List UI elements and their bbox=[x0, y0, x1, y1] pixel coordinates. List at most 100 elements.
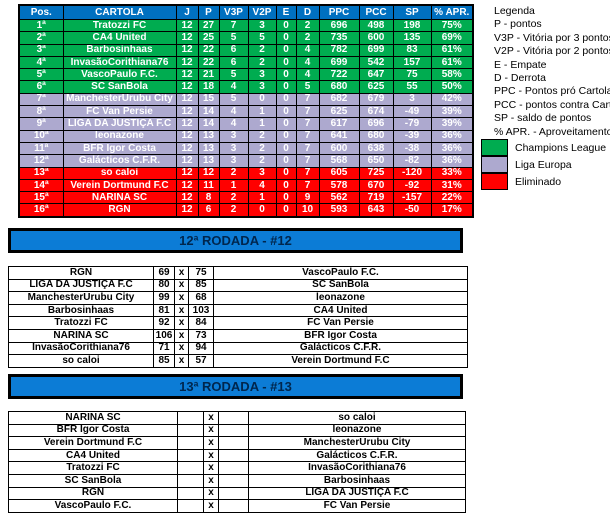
position-cell: 2ª bbox=[18, 31, 64, 45]
stat-cell: 3 bbox=[247, 18, 277, 33]
team-name-cell: InvasãoCorithiana76 bbox=[62, 55, 177, 70]
stat-cell: 8 bbox=[197, 191, 220, 205]
score-separator: x bbox=[174, 316, 189, 330]
standings-row: 13ª so caloi 12 12 2 3 0 7 605 725 -120 33% bbox=[18, 166, 474, 180]
away-team-cell: InvasãoCorithiana76 bbox=[248, 461, 466, 475]
stat-cell: 12 bbox=[175, 191, 199, 205]
stat-cell: 5 bbox=[247, 31, 277, 45]
legend-item: PPC - Pontos pró Cartola bbox=[494, 85, 610, 98]
stat-cell: -38 bbox=[392, 141, 432, 156]
home-score-cell bbox=[177, 411, 204, 425]
stat-cell: 12 bbox=[175, 154, 199, 168]
stat-cell: 2 bbox=[218, 191, 249, 205]
position-cell: 16ª bbox=[18, 203, 64, 218]
stat-cell: -49 bbox=[392, 105, 432, 119]
team-name-cell: Verein Dortmund F.C bbox=[62, 178, 177, 193]
away-team-cell: ManchesterUrubu City bbox=[248, 436, 466, 450]
position-cell: 12ª bbox=[18, 154, 64, 168]
team-name-cell: Barbosinhaas bbox=[62, 43, 177, 57]
score-separator: x bbox=[203, 436, 219, 450]
stat-cell: 0 bbox=[275, 80, 297, 94]
away-team-cell: BFR Igor Costa bbox=[213, 328, 468, 343]
stat-cell: 2 bbox=[247, 154, 277, 168]
standings-header-row: Pos. CARTOLA J P V3P V2P E D PPC PCC SP% APR. bbox=[18, 4, 474, 20]
position-cell: 4ª bbox=[18, 55, 64, 70]
stat-cell: 55 bbox=[392, 80, 432, 94]
home-team-cell: RGN bbox=[8, 486, 178, 501]
position-cell: 10ª bbox=[18, 129, 64, 143]
stat-cell: 75 bbox=[392, 68, 432, 82]
score-separator: x bbox=[174, 291, 189, 305]
round12-fixtures-table: RGN 69 x 75 VascoPaulo F.C. LIGA DA JUSTIÇA F… bbox=[8, 266, 468, 368]
stat-cell: 10 bbox=[295, 203, 320, 218]
away-team-cell: leonazone bbox=[248, 423, 466, 438]
stat-cell: 0 bbox=[275, 141, 297, 156]
away-score-cell: 75 bbox=[188, 266, 214, 280]
position-cell: 5ª bbox=[18, 68, 64, 82]
stat-cell: 2 bbox=[218, 166, 249, 180]
stat-cell: 7 bbox=[295, 129, 320, 143]
score-separator: x bbox=[174, 341, 189, 356]
stat-cell: 0 bbox=[247, 203, 277, 218]
stat-cell: 4 bbox=[247, 178, 277, 193]
stat-cell: 670 bbox=[358, 178, 394, 193]
stat-cell: 12 bbox=[175, 129, 199, 143]
stat-cell: 0 bbox=[275, 31, 297, 45]
legend-item: PCC - pontos contra Cartola bbox=[494, 98, 610, 111]
stat-cell: 18 bbox=[197, 80, 220, 94]
standings-row: 2ª CA4 United 12 25 5 5 0 2 735 600 135 69% bbox=[18, 31, 474, 45]
score-separator: x bbox=[203, 461, 219, 475]
away-score-cell: 84 bbox=[188, 316, 214, 330]
stat-cell: 0 bbox=[275, 43, 297, 57]
stat-cell: 36% bbox=[430, 141, 474, 156]
standings-row: 15ª NARINA SC 12 8 2 1 0 9 562 719 -157 22% bbox=[18, 191, 474, 205]
stat-cell: 2 bbox=[295, 18, 320, 33]
stat-cell: 33% bbox=[430, 166, 474, 180]
score-separator: x bbox=[203, 499, 219, 513]
score-separator: x bbox=[203, 411, 219, 425]
stat-cell: 27 bbox=[197, 18, 220, 33]
stat-cell: 5 bbox=[218, 31, 249, 45]
round13-fixtures-table: NARINA SC x so caloi BFR Igor Costa x leonazo… bbox=[8, 411, 466, 513]
away-score-cell bbox=[218, 411, 249, 425]
home-team-cell: VascoPaulo F.C. bbox=[8, 499, 178, 513]
away-team-cell: Galácticos C.F.R. bbox=[248, 448, 466, 463]
stat-cell: 542 bbox=[358, 55, 394, 70]
score-separator: x bbox=[174, 303, 189, 318]
stat-cell: 680 bbox=[318, 80, 360, 94]
stat-cell: 3 bbox=[247, 68, 277, 82]
legend-item: D - Derrota bbox=[494, 72, 546, 85]
away-score-cell bbox=[218, 436, 249, 450]
position-cell: 11ª bbox=[18, 141, 64, 156]
match-row: RGN 69 x 75 VascoPaulo F.C. bbox=[8, 266, 468, 280]
stat-cell: 21 bbox=[197, 68, 220, 82]
stat-cell: 498 bbox=[358, 18, 394, 33]
stat-cell: 12 bbox=[175, 203, 199, 218]
stat-cell: 12 bbox=[175, 117, 199, 131]
stat-cell: 4 bbox=[295, 43, 320, 57]
stat-cell: 3 bbox=[247, 80, 277, 94]
legend-zone-row: Champions League bbox=[481, 139, 606, 156]
stat-cell: 7 bbox=[295, 141, 320, 156]
stat-cell: 14 bbox=[197, 105, 220, 119]
away-team-cell: LIGA DA JUSTIÇA F.C bbox=[248, 486, 466, 501]
standings-row: 8ª FC Van Persie 12 14 4 1 0 7 625 674 -49 39% bbox=[18, 105, 474, 119]
stat-cell: 3 bbox=[218, 129, 249, 143]
away-score-cell bbox=[218, 486, 249, 501]
away-team-cell: FC Van Persie bbox=[248, 499, 466, 513]
standings-row: 9ª LIGA DA JUSTIÇA F.C 12 14 4 1 0 7 617 696 -79 39… bbox=[18, 117, 474, 131]
stat-cell: 641 bbox=[318, 129, 360, 143]
home-team-cell: Verein Dortmund F.C bbox=[8, 436, 178, 450]
standings-row: 7ª ManchesterUrubu City 12 15 5 0 0 7 682 679 3 42% bbox=[18, 92, 474, 107]
score-separator: x bbox=[203, 448, 219, 463]
away-score-cell: 68 bbox=[188, 291, 214, 305]
team-name-cell: leonazone bbox=[62, 129, 177, 143]
stat-cell: 650 bbox=[358, 154, 394, 168]
legend-color-swatch bbox=[481, 172, 508, 190]
stat-cell: 699 bbox=[358, 43, 394, 57]
stat-cell: 12 bbox=[197, 166, 220, 180]
legend-color-key: Champions League Liga Europa Eliminado bbox=[481, 139, 606, 190]
stat-cell: 12 bbox=[175, 166, 199, 180]
legend-item: E - Empate bbox=[494, 58, 547, 71]
column-header: V2P bbox=[247, 4, 277, 20]
